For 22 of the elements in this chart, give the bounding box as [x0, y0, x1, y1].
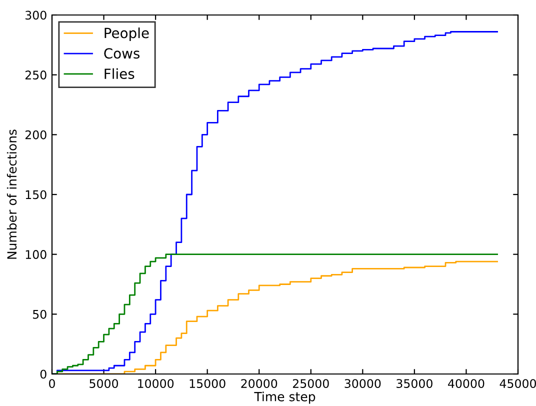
x-tick-label: 45000: [500, 379, 536, 388]
x-tick-label: 5000: [90, 379, 118, 388]
y-tick-label: 0: [40, 370, 46, 379]
x-tick-label: 20000: [241, 379, 278, 388]
y-tick-label: 200: [25, 130, 46, 140]
x-tick-label: 0: [49, 379, 55, 388]
x-tick-label: 10000: [138, 379, 174, 388]
x-tick-label: 30000: [344, 379, 381, 388]
y-tick-label: 300: [26, 10, 46, 20]
x-tick-label: 15000: [190, 379, 226, 388]
legend-label: People: [104, 28, 149, 41]
y-tick-label: 150: [26, 190, 46, 200]
y-tick-label: 100: [26, 250, 46, 259]
x-tick-label: 25000: [292, 379, 329, 388]
y-tick-label: 250: [25, 70, 46, 80]
legend-label: Flies: [104, 68, 134, 80]
x-axis-title: Time step: [254, 392, 316, 404]
x-tick-label: 40000: [448, 379, 484, 388]
legend-label: Cows: [104, 48, 140, 59]
y-tick-label: 50: [33, 310, 46, 319]
x-tick-label: 35000: [396, 379, 432, 388]
y-axis-title: Number of infections: [6, 130, 17, 259]
